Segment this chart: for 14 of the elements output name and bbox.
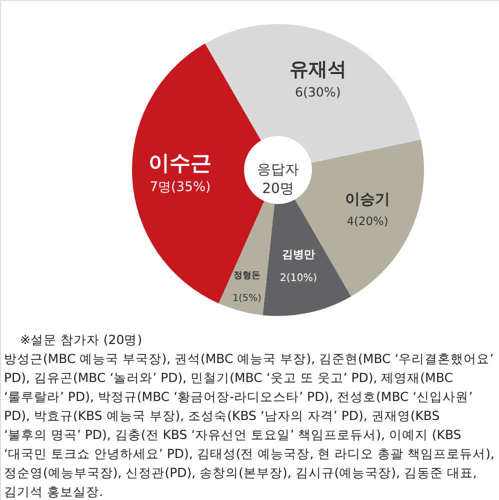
data-label: 1(5%) (232, 292, 262, 304)
slice-label: 김병만 (282, 248, 315, 261)
slice-label: 이승기 (345, 190, 390, 208)
data-label: 4(20%) (346, 214, 388, 228)
data-label: 2(10%) (280, 272, 317, 284)
slice-label: 이수근 (148, 151, 212, 176)
text: ※설문 참가자 (20명) (20, 332, 142, 347)
data-label: 6(30%) (294, 84, 341, 100)
slice-label: 유재석 (289, 58, 346, 80)
text: 응답자 20명 (257, 162, 299, 197)
donut-slice (218, 201, 274, 316)
slice-label: 정형돈 (233, 270, 260, 281)
data-label: 7명(35%) (150, 180, 211, 196)
text: 방성근(MBC 예능국 부국장), 권석(MBC 예능국 부장), 김준현(MBC ‘우리결혼했어요’ PD), 김유곤(MBC ‘놀러와’ PD), 민철기(MBC ‘웃고 또 웃고’ PD), 제영재(MBC ‘룰루랄라’ PD), 박정규(MBC ‘황금어장-라디오스타’ PD), 전성호(MBC ‘신입사원’ PD), 박효규(KBS 예능국 부장), 조성숙(KBS ‘남자의 자격’ PD), 권재영(KBS ‘불후의 명곡’ PD), 김충(전 KBS ‘자유선언 토요일’ 책임프로듀서), 이예지 (KBS ‘대국민 토크쇼 안녕하세요’ PD), 김태성(전 예능국장, 현 라디오 총괄 책임프로듀서), 정순영(예능부국장), 신정관(PD), 송창의(본부장), 김시규(예능국장), 김동준 대표, 김기석 홍보실장. (4, 351, 494, 499)
